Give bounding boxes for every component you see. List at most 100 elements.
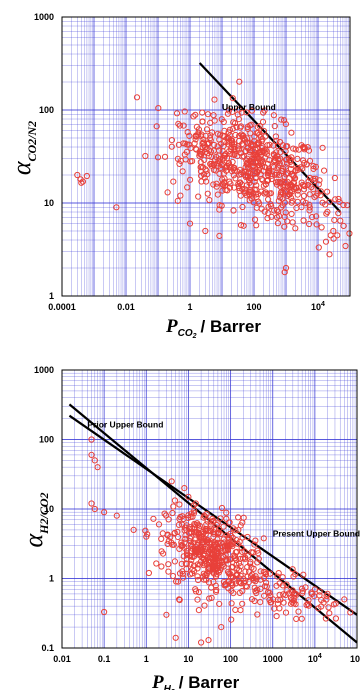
data-point [273,613,280,620]
data-point [175,120,182,127]
data-point [252,537,259,544]
data-point [210,112,217,119]
data-point [313,192,320,199]
data-point [254,611,261,618]
data-point [188,529,195,536]
data-point [203,521,210,528]
data-point [172,634,179,641]
data-point [201,558,208,565]
data-point [231,167,238,174]
data-point [252,588,259,595]
data-point [233,124,240,131]
data-point [261,190,268,197]
data-point [173,110,181,117]
data-point [216,136,223,143]
chart-co2-n2: 1 10 100 1000 0.0001 0.01 1 100 104 Upper Bound… [7,12,353,340]
data-point [248,107,256,114]
data-point [200,514,207,521]
data-point [113,204,120,211]
data-point [315,181,322,188]
data-point [252,174,259,181]
data-point [208,584,215,591]
data-point [237,607,244,614]
data-point [260,127,267,135]
data-point [283,581,290,588]
data-point [253,222,260,229]
data-point [243,109,250,116]
data-point [174,197,181,204]
data-point [176,545,183,553]
data-point [168,143,175,150]
data-point [237,222,245,229]
data-point [187,538,194,545]
data-point [91,505,98,513]
data-point [316,177,323,184]
data-point [142,527,149,534]
data-point [251,216,259,223]
data-point [203,178,210,185]
data-point [200,576,208,583]
data-point [199,118,206,125]
data-point [294,155,301,162]
data-point [311,194,318,201]
data-point [195,589,202,596]
data-point [207,518,214,525]
data-point [190,553,198,560]
data-point [225,570,232,577]
data-point [300,157,307,164]
data-point [315,244,322,251]
data-point [201,602,208,609]
data-point [168,478,175,485]
x-tick-label: 1 [187,302,192,312]
data-point [168,137,175,144]
data-point [205,637,212,644]
data-point [88,436,95,443]
data-point [327,232,334,239]
data-point [173,578,180,585]
data-point [210,147,217,154]
data-point [91,457,98,464]
data-point [206,196,213,204]
data-point [347,609,354,616]
data-point [176,501,183,508]
data-point [277,183,284,190]
data-point [230,143,238,150]
x-tick-label: 104 [308,653,322,664]
x-label-unit: / Barrer [179,673,240,690]
data-point [229,580,236,587]
data-point [165,561,172,568]
y-axis-label: αH2/CO2 [19,493,51,548]
data-point [239,203,246,211]
x-tick-label: 0.01 [53,654,71,664]
data-point [277,189,285,196]
data-point [276,162,283,169]
data-point [175,141,182,148]
data-point [177,192,184,199]
y-tick-label: 100 [39,435,54,445]
data-point [247,560,254,567]
data-point [270,112,277,119]
data-point [231,555,239,562]
data-point [254,559,261,566]
data-point [271,152,278,159]
data-point [275,570,282,577]
data-point [325,604,332,611]
data-point [292,601,299,608]
x-tick-label: 10 [350,654,360,664]
data-point [186,220,194,227]
upper-bound-line [68,414,358,616]
data-point [249,574,257,582]
data-point [332,600,339,607]
data-point [223,509,230,516]
data-point [225,138,233,145]
data-point [221,154,228,161]
data-point [254,547,261,554]
data-point [212,588,220,595]
data-point [293,204,300,212]
data-point [258,149,265,156]
data-point [335,210,342,217]
data-point [240,135,247,142]
data-point [199,109,206,116]
data-point [181,108,188,115]
